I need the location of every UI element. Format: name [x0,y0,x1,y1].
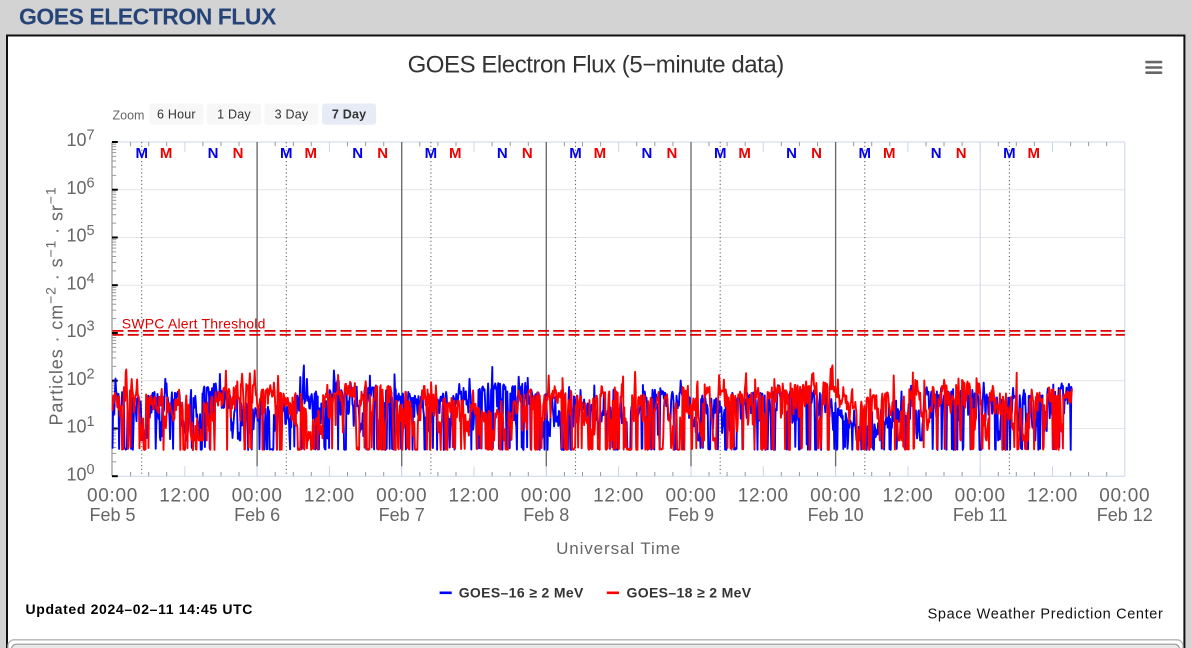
svg-text:00:00: 00:00 [810,486,861,507]
svg-text:Feb 6: Feb 6 [234,505,280,525]
svg-text:M: M [449,145,462,162]
svg-text:N: N [811,145,822,162]
svg-text:Universal Time: Universal Time [556,539,681,558]
svg-text:M: M [425,145,438,162]
svg-text:Feb 12: Feb 12 [1097,505,1153,525]
svg-text:12:00: 12:00 [593,486,644,507]
svg-text:SWPC Alert Threshold: SWPC Alert Threshold [122,315,266,331]
svg-text:N: N [352,145,363,162]
svg-text:00:00: 00:00 [521,486,572,507]
svg-text:N: N [666,145,677,162]
svg-text:Space Weather Prediction Cente: Space Weather Prediction Center [928,607,1164,623]
svg-text:M: M [304,145,317,162]
svg-text:M: M [859,145,872,162]
svg-text:00:00: 00:00 [232,486,283,507]
svg-text:Feb 9: Feb 9 [668,505,714,525]
svg-text:Feb 11: Feb 11 [953,505,1008,525]
svg-text:00:00: 00:00 [376,486,427,507]
svg-text:M: M [1028,145,1041,162]
svg-text:6 Hour: 6 Hour [157,108,196,122]
svg-text:N: N [931,145,942,162]
svg-text:Feb 7: Feb 7 [379,505,425,525]
svg-text:N: N [233,145,244,162]
svg-text:N: N [641,145,652,162]
svg-text:Updated 2024–02–11 14:45 UTC: Updated 2024–02–11 14:45 UTC [26,601,254,617]
svg-text:Zoom: Zoom [113,108,145,122]
svg-text:M: M [738,145,751,162]
svg-text:12:00: 12:00 [882,486,933,507]
svg-text:M: M [280,145,293,162]
svg-text:00:00: 00:00 [955,486,1006,507]
svg-text:M: M [714,145,727,162]
svg-text:M: M [1003,145,1016,162]
svg-text:GOES–16 ≥ 2 MeV: GOES–16 ≥ 2 MeV [459,585,584,601]
svg-text:Feb 5: Feb 5 [89,505,135,525]
svg-text:Feb 8: Feb 8 [523,505,569,525]
svg-text:M: M [160,145,173,162]
svg-text:N: N [377,145,388,162]
svg-text:7 Day: 7 Day [332,108,366,122]
svg-text:M: M [883,145,896,162]
svg-text:00:00: 00:00 [87,486,138,507]
svg-text:N: N [497,145,508,162]
svg-text:M: M [569,145,582,162]
svg-text:00:00: 00:00 [665,486,716,507]
svg-text:GOES–18 ≥ 2 MeV: GOES–18 ≥ 2 MeV [627,585,752,601]
svg-text:N: N [522,145,533,162]
svg-text:3 Day: 3 Day [275,108,309,122]
svg-text:GOES ELECTRON FLUX: GOES ELECTRON FLUX [19,4,277,30]
svg-text:M: M [135,145,148,162]
svg-text:12:00: 12:00 [448,486,499,507]
svg-text:12:00: 12:00 [738,486,789,507]
svg-text:N: N [786,145,797,162]
svg-text:12:00: 12:00 [1027,486,1078,507]
svg-text:1 Day: 1 Day [217,108,251,122]
svg-text:N: N [208,145,219,162]
svg-text:Particles · cm−2 · s−1 · sr−1: Particles · cm−2 · s−1 · sr−1 [43,186,67,425]
svg-text:M: M [594,145,607,162]
svg-text:GOES Electron Flux (5−minute d: GOES Electron Flux (5−minute data) [408,52,784,79]
svg-text:12:00: 12:00 [304,486,355,507]
svg-text:N: N [956,145,967,162]
svg-text:12:00: 12:00 [159,486,210,507]
svg-text:Feb 10: Feb 10 [808,505,864,525]
svg-text:00:00: 00:00 [1099,486,1150,507]
